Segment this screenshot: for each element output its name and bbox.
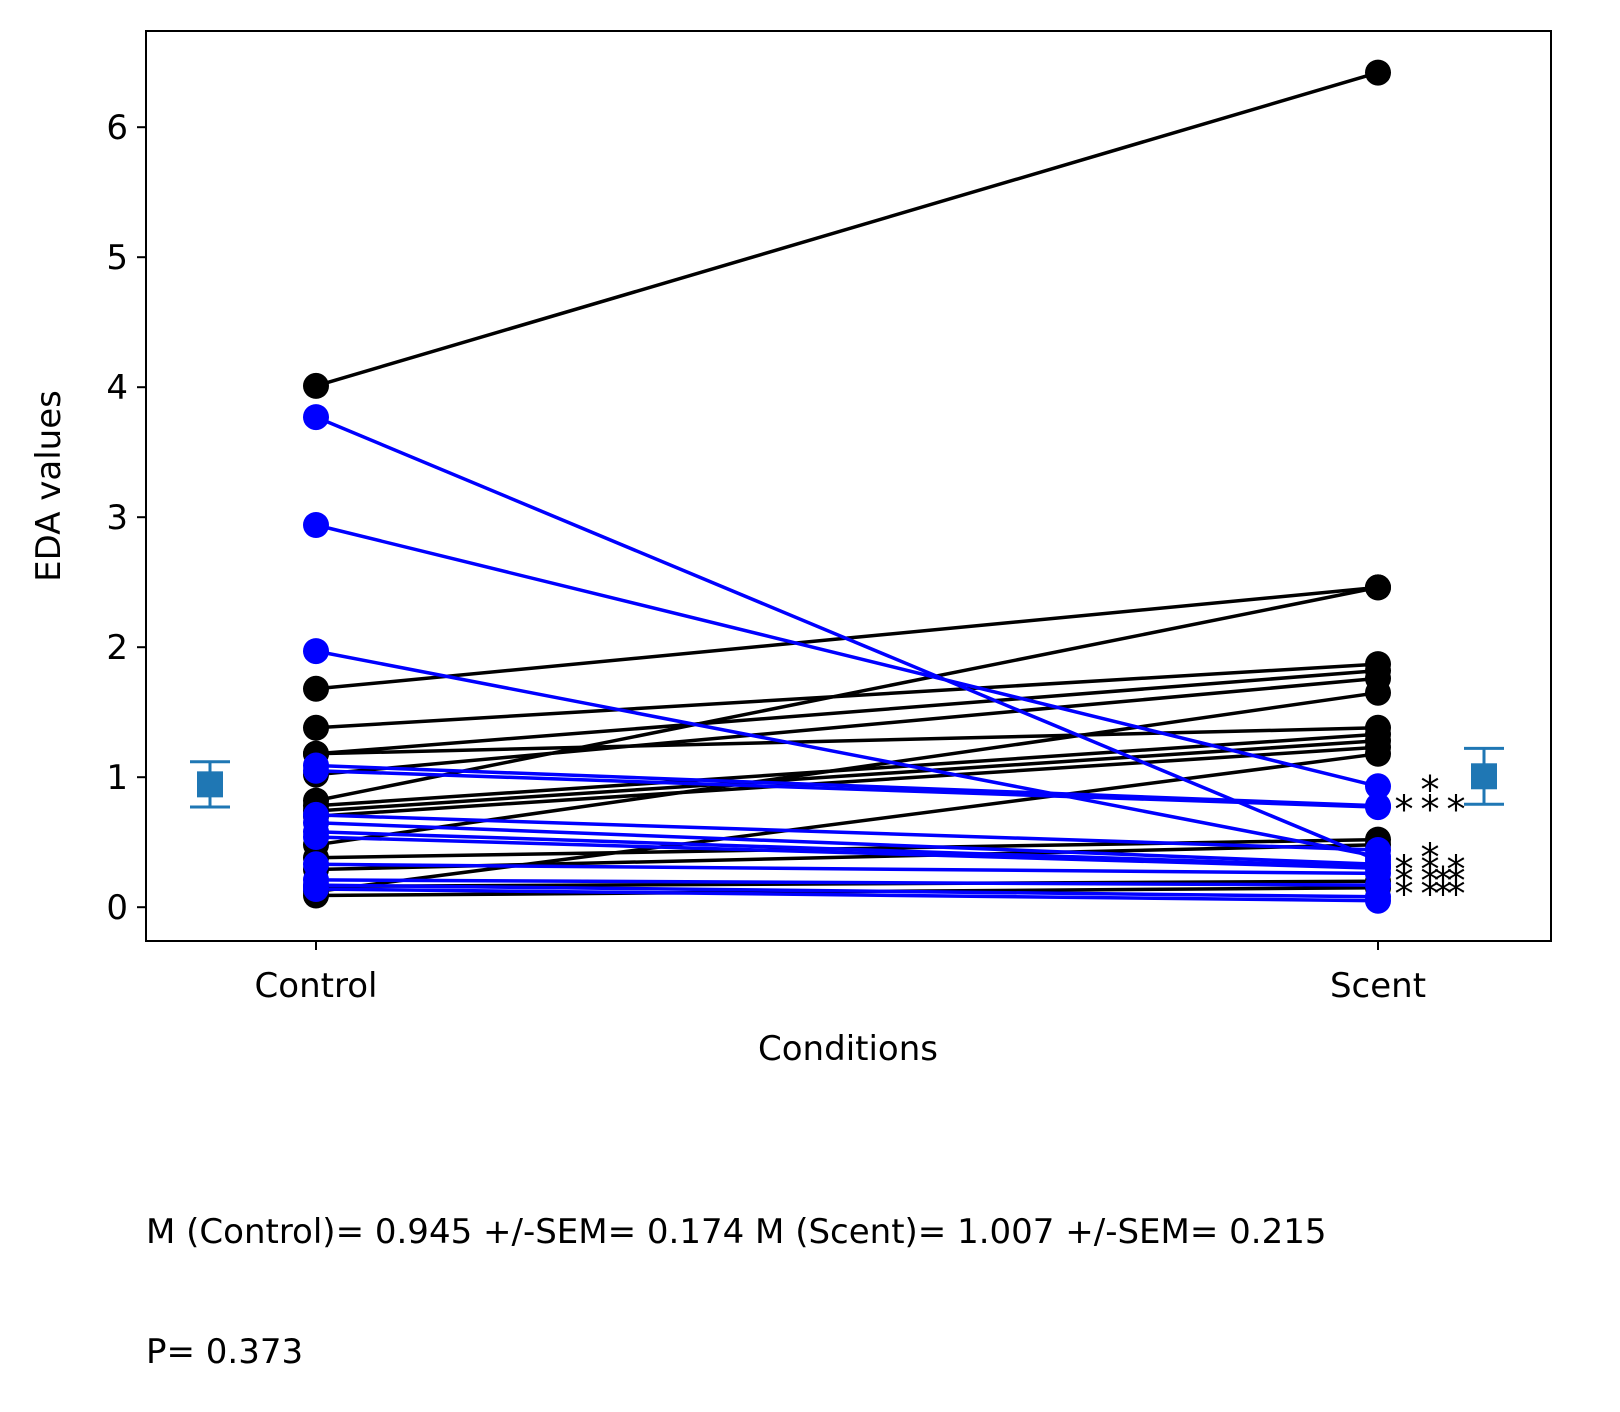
significance-star-8: * (1395, 859, 1414, 903)
point-control-18 (303, 638, 329, 665)
y-tick-label-2: 2 (106, 628, 128, 668)
significance-star-0: * (1421, 768, 1440, 812)
stats-means-line: M (Control)= 0.945 +/-SEM= 0.174 M (Scen… (146, 1212, 1327, 1252)
y-axis-label: EDA values (29, 390, 69, 582)
pair-line-8 (315, 732, 1379, 808)
pair-line-22 (315, 820, 1379, 867)
pair-line-20 (315, 768, 1379, 809)
point-control-0 (303, 372, 329, 399)
significance-star-10: * (1447, 859, 1466, 903)
point-control-20 (303, 757, 329, 784)
point-control-1 (303, 675, 329, 702)
pair-line-25 (315, 862, 1379, 876)
point-control-17 (303, 512, 329, 538)
pair-line-3 (315, 662, 1379, 730)
stats-p-value-line: P= 0.373 (146, 1332, 304, 1372)
significance-star-13: * (1421, 872, 1440, 916)
pair-line-10 (315, 745, 1379, 818)
significance-star-15: * (1434, 872, 1453, 916)
y-axis-ticks: 0 1 2 3 4 5 6 (106, 108, 146, 928)
point-control-3 (303, 714, 329, 741)
pair-line-24 (315, 835, 1379, 870)
pair-line-7 (315, 726, 1379, 756)
pair-line-27 (315, 883, 1379, 899)
point-scent-2 (1365, 574, 1391, 601)
pair-line-0 (315, 70, 1379, 388)
point-scent-28 (1365, 887, 1391, 914)
pair-line-26 (315, 878, 1379, 887)
significance-star-1: * (1395, 788, 1414, 832)
pair-line-23 (315, 830, 1379, 869)
pair-line-19 (315, 763, 1379, 808)
significance-star-7: * (1447, 847, 1466, 891)
stats-summary: M (Control)= 0.945 +/-SEM= 0.174 M (Scen… (146, 1132, 1327, 1412)
pair-line-28 (315, 887, 1379, 903)
x-tick-label-control: Control (255, 966, 378, 1006)
paired-lines (315, 70, 1379, 903)
x-axis-label: Conditions (758, 1029, 938, 1069)
y-tick-label-3: 3 (106, 498, 128, 538)
significance-star-11: * (1434, 859, 1453, 903)
point-scent-0 (1365, 59, 1391, 86)
point-scent-6 (1365, 679, 1391, 706)
y-tick-label-5: 5 (106, 238, 128, 278)
significance-star-14: * (1447, 872, 1466, 916)
pair-line-5 (315, 676, 1379, 777)
pair-line-4 (315, 668, 1379, 756)
x-tick-label-scent: Scent (1330, 966, 1426, 1006)
point-control-28 (303, 876, 329, 902)
pair-line-21 (315, 813, 1379, 852)
pair-line-18 (315, 649, 1379, 859)
plot-frame (145, 30, 1552, 942)
significance-star-3: * (1447, 788, 1466, 832)
mean-marker-scent (1471, 763, 1497, 790)
point-control-16 (303, 404, 329, 431)
y-tick-label-6: 6 (106, 108, 128, 148)
x-axis-ticks: Control Scent (255, 941, 1426, 1006)
pair-line-2 (315, 585, 1379, 803)
pair-line-16 (315, 415, 1379, 863)
point-scent-20 (1365, 794, 1391, 821)
point-control-24 (303, 824, 329, 850)
point-scent-11 (1365, 740, 1391, 767)
significance-star-5: * (1395, 847, 1414, 891)
point-scent-17 (1365, 773, 1391, 800)
significance-star-12: * (1395, 872, 1414, 916)
pair-line-11 (315, 752, 1379, 894)
y-tick-label-0: 0 (106, 888, 128, 928)
mean-markers (190, 746, 1504, 809)
significance-stars: ** * *** * ** * *** * ** (1395, 768, 1466, 916)
mean-marker-control (197, 771, 223, 798)
y-tick-label-4: 4 (106, 368, 128, 408)
significance-star-6: * (1421, 847, 1440, 891)
significance-star-2: * (1421, 788, 1440, 832)
y-tick-label-1: 1 (106, 758, 128, 798)
pair-line-9 (315, 739, 1379, 813)
significance-star-4: * (1421, 836, 1440, 880)
data-points (303, 59, 1391, 914)
pair-line-17 (315, 523, 1379, 788)
significance-star-9: * (1421, 859, 1440, 903)
